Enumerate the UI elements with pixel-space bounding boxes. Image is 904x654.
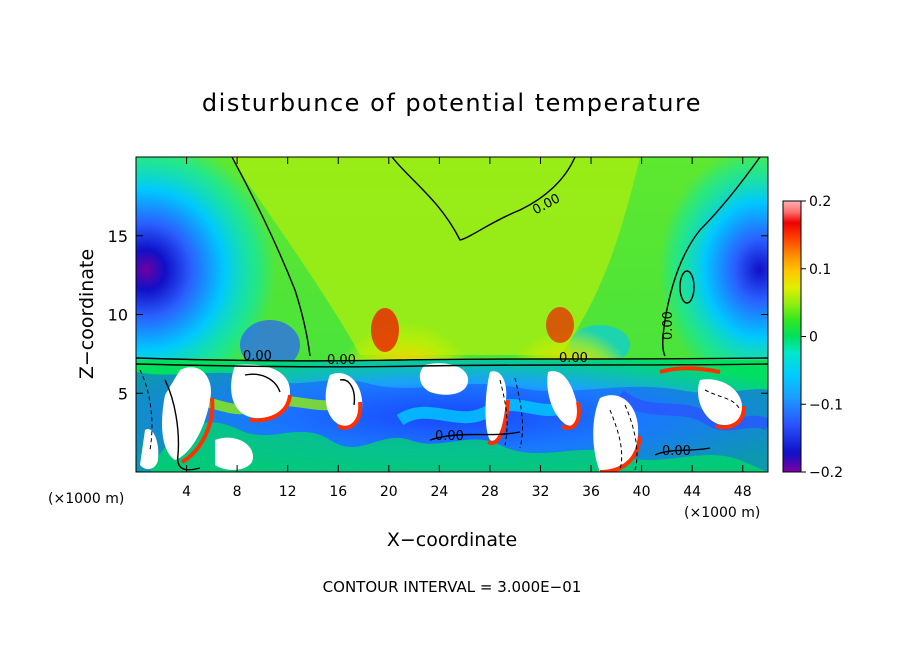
- contour-label: 0.00: [435, 429, 464, 444]
- x-unit-left: (×1000 m): [48, 491, 124, 507]
- colorbar-tick-label: −0.2: [809, 465, 843, 481]
- colorbar-tick-label: −0.1: [809, 397, 843, 413]
- y-axis: 5 10 15: [108, 227, 768, 403]
- x-tick-label: 24: [430, 484, 448, 500]
- y-tick-label: 5: [118, 384, 128, 403]
- contour-interval-note: CONTOUR INTERVAL = 3.000E−01: [323, 578, 582, 596]
- x-tick-label: 16: [329, 484, 347, 500]
- x-tick-label: 32: [532, 484, 550, 500]
- x-tick-label: 28: [481, 484, 499, 500]
- chart-title: disturbunce of potential temperature: [202, 89, 702, 117]
- dashed-contours: [139, 369, 741, 471]
- x-tick-label: 48: [734, 484, 752, 500]
- heatmap-field: [136, 157, 768, 472]
- contour-label: 0.00: [662, 444, 691, 459]
- contour-label-group: 0.00 0.00 0.00 0.00 0.00 0.00 0.00: [243, 191, 691, 459]
- x-tick-label: 4: [182, 484, 191, 500]
- y-tick-label: 15: [108, 227, 128, 246]
- y-axis-label: Z−coordinate: [76, 249, 98, 379]
- colorbar-ticks: 0.2 0.1 0 −0.1 −0.2: [801, 194, 843, 481]
- colorbar-tick-label: 0: [809, 330, 818, 346]
- colorbar-tick-label: 0.1: [809, 262, 831, 278]
- contour-label: 0.00: [661, 311, 676, 340]
- x-tick-label: 8: [233, 484, 242, 500]
- x-tick-label: 40: [633, 484, 651, 500]
- contour-label: 0.00: [327, 353, 356, 368]
- x-axis: 4 8 12 16 20 24 28 32 36 40 44 48: [182, 157, 752, 500]
- x-tick-label: 12: [279, 484, 297, 500]
- y-tick-label: 10: [108, 306, 128, 325]
- x-tick-label: 20: [380, 484, 398, 500]
- x-axis-label: X−coordinate: [387, 529, 517, 551]
- contour-lines: [136, 157, 768, 471]
- x-tick-label: 44: [683, 484, 701, 500]
- colorbar: [782, 200, 802, 473]
- contour-label: 0.00: [243, 349, 272, 364]
- contour-label: 0.00: [559, 351, 588, 366]
- x-unit-right: (×1000 m): [684, 505, 760, 521]
- colorbar-tick-label: 0.2: [809, 194, 831, 210]
- x-tick-label: 36: [582, 484, 600, 500]
